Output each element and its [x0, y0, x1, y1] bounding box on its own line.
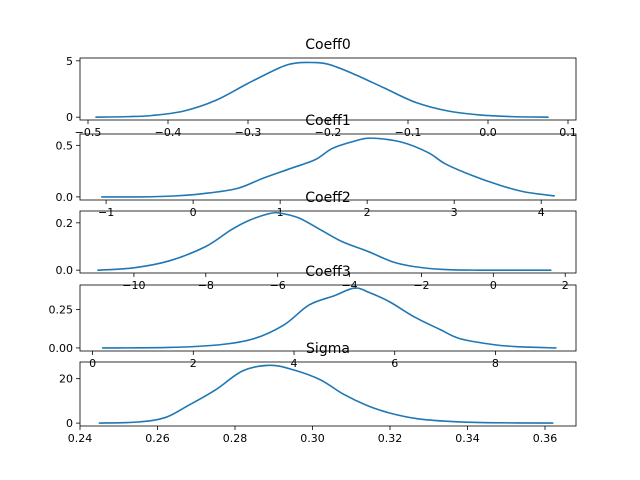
coeff1-axes-frame: [79, 133, 577, 201]
coeff2-x-tick-label: −10: [122, 279, 145, 292]
coeff2-x-tick-label: −8: [198, 279, 214, 292]
subplot-coeff0: −0.5 −0.4 −0.3 −0.2 −0.1 0.0 0.1 0 5 Coeff0: [66, 37, 577, 139]
coeff2-x-tick-label: 2: [562, 279, 569, 292]
coeff0-y-tick-label: 5: [66, 55, 73, 68]
coeff3-y-tick-label: 0.25: [49, 304, 74, 317]
coeff3-x-tick-label: 0: [89, 357, 96, 370]
sigma-y-tick-label: 0: [66, 417, 73, 430]
coeff0-x-tick-label: −0.1: [395, 126, 422, 139]
sigma-x-tick-label: 0.24: [68, 432, 93, 445]
coeff2-x-tick-label: −6: [270, 279, 286, 292]
coeff2-x-tick-label: −2: [413, 279, 429, 292]
coeff3-x-tick-label: 8: [492, 357, 499, 370]
coeff1-x-tick-label: 4: [538, 206, 545, 219]
sigma-x-tick-label: 0.32: [378, 432, 403, 445]
coeff0-title: Coeff0: [305, 37, 351, 53]
coeff1-y-tick-label: 0.5: [56, 139, 74, 152]
sigma-density-line-0: [98, 364, 554, 424]
sigma-title: Sigma: [306, 341, 350, 357]
coeff3-density-line-0: [101, 287, 557, 349]
coeff1-y-tick-label: 0.0: [56, 191, 74, 204]
coeff2-title: Coeff2: [305, 190, 351, 206]
coeff1-x-tick-label: −1: [98, 206, 114, 219]
coeff1-title: Coeff1: [305, 113, 351, 129]
coeff0-x-tick-label: −0.2: [315, 126, 342, 139]
coeff0-x-tick-label: −0.5: [75, 126, 102, 139]
coeff3-x-tick-label: 6: [391, 357, 398, 370]
coeff3-y-tick-label: 0.00: [49, 342, 74, 355]
coeff2-x-tick-label: 0: [490, 279, 497, 292]
coeff2-axes-frame: [79, 210, 577, 274]
coeff1-x-tick-label: 0: [190, 206, 197, 219]
coeff2-density-line-0: [97, 211, 552, 272]
coeff0-y-tick-label: 0: [66, 111, 73, 124]
coeff2-y-tick-label: 0.0: [56, 264, 74, 277]
coeff3-x-tick-label: 2: [190, 357, 197, 370]
coeff1-density-line-0: [100, 137, 556, 198]
coeff2-y-tick-label: 0.2: [56, 217, 74, 230]
coeff1-x-tick-label: 3: [451, 206, 458, 219]
sigma-x-tick-label: 0.30: [300, 432, 325, 445]
sigma-x-tick-label: 0.36: [533, 432, 558, 445]
coeff3-title: Coeff3: [305, 264, 351, 280]
coeff0-x-tick-label: −0.3: [235, 126, 262, 139]
coeff3-axes-frame: [79, 284, 577, 352]
sigma-axes-frame: [79, 361, 577, 427]
coeff0-density-line-0: [95, 61, 549, 118]
coeff0-x-tick-label: 0.1: [559, 126, 577, 139]
sigma-x-tick-label: 0.28: [223, 432, 248, 445]
sigma-x-tick-label: 0.34: [455, 432, 480, 445]
coeff0-x-tick-label: 0.0: [479, 126, 497, 139]
coeff3-x-tick-label: 4: [291, 357, 298, 370]
coeff1-x-tick-label: 2: [364, 206, 371, 219]
sigma-x-tick-label: 0.26: [145, 432, 170, 445]
coeff0-x-tick-label: −0.4: [155, 126, 182, 139]
sigma-y-tick-label: 20: [59, 373, 73, 386]
